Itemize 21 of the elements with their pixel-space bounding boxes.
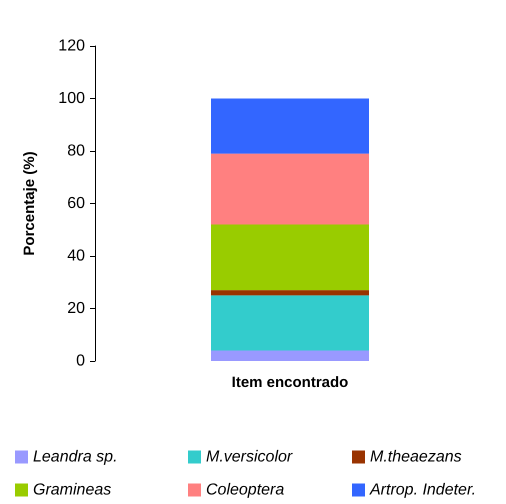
- bar: [211, 154, 369, 224]
- legend-label: Gramineas: [33, 482, 112, 498]
- y-tick-label: 40: [67, 248, 86, 264]
- y-tick-label: 100: [58, 90, 86, 107]
- x-axis-title: Item encontrado: [232, 374, 348, 391]
- legend-label: Artrop. Indeter.: [369, 482, 476, 498]
- legend-label: Coleoptera: [206, 482, 284, 498]
- bar: [211, 350, 369, 361]
- bar: [211, 295, 369, 350]
- y-tick-label: 60: [67, 195, 86, 212]
- y-tick-label: 0: [76, 352, 86, 370]
- legend-label: M.theaezans: [370, 448, 462, 466]
- bar: [211, 290, 369, 296]
- y-tick-label: 120: [58, 38, 86, 54]
- bar: [211, 224, 369, 290]
- legend-label: Leandra sp.: [33, 448, 118, 466]
- y-tick-label: 80: [67, 142, 86, 160]
- y-axis-title: Porcentaje (%): [21, 151, 38, 256]
- legend-label: M.versicolor: [206, 448, 293, 466]
- bar: [211, 98, 369, 154]
- y-tick-label: 20: [67, 300, 86, 317]
